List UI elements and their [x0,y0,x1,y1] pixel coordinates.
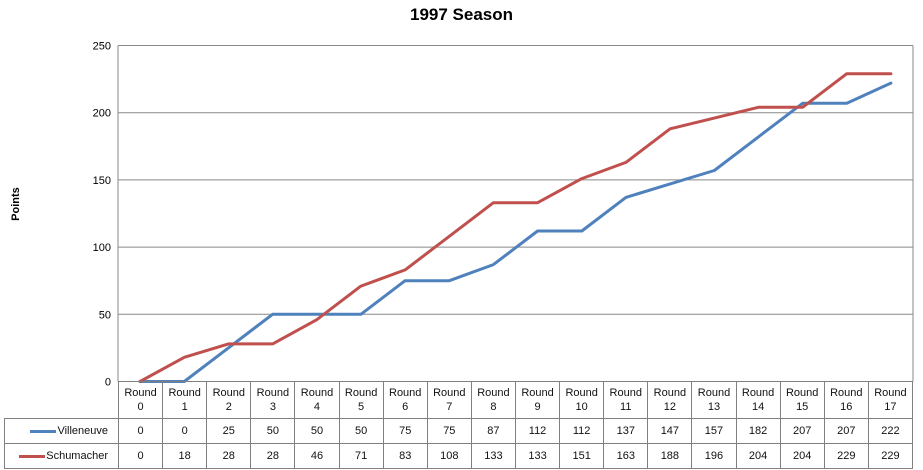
table-header-cell: Round 6 [382,381,428,419]
table-value-cell: 46 [294,443,340,469]
y-tick-label: 0 [105,377,111,389]
table-value-cell: 151 [559,443,605,469]
y-tick-label: 50 [99,309,111,321]
table-value-cell: 112 [559,418,605,444]
table-header-cell: Round 4 [294,381,340,419]
table-corner-blank [5,382,119,419]
legend-line-icon [30,429,57,433]
table-header-cell: Round 11 [603,381,649,419]
table-value-cell: 204 [735,443,781,469]
legend-line-icon [19,454,46,458]
table-value-cell: 0 [117,443,164,469]
table-header-cell: Round 10 [559,381,605,419]
table-value-cell: 50 [338,418,384,444]
table-value-cell: 75 [426,418,472,444]
table-value-cell: 108 [426,443,472,469]
legend-cell: Villeneuve [4,418,119,444]
table-header-cell: Round 17 [867,381,914,419]
table-value-cell: 229 [823,443,869,469]
legend-cell: Schumacher [4,443,119,469]
table-value-cell: 50 [294,418,340,444]
table-header-cell: Round 2 [206,381,252,419]
y-tick-label: 200 [93,108,111,120]
table-value-cell: 133 [470,443,516,469]
table-value-cell: 50 [250,418,296,444]
table-header-cell: Round 3 [250,381,296,419]
table-value-cell: 188 [647,443,693,469]
table-value-cell: 229 [867,443,914,469]
y-tick-label: 150 [93,175,111,187]
table-header-cell: Round 5 [338,381,384,419]
table-value-cell: 0 [117,418,164,444]
table-header-cell: Round 0 [117,381,164,419]
table-value-cell: 71 [338,443,384,469]
legend-label: Villeneuve [57,425,108,437]
table-value-cell: 83 [382,443,428,469]
table-value-cell: 182 [735,418,781,444]
series-line-villeneuve [138,81,893,383]
table-row-villeneuve: Villeneuve 0 0 25 50 50 50 75 75 87 112 112 137 147 15… [4,418,914,444]
table-value-cell: 196 [691,443,737,469]
table-value-cell: 25 [206,418,252,444]
table-value-cell: 137 [603,418,649,444]
table-header-cell: Round 1 [162,381,208,419]
table-header-cell: Round 9 [514,381,561,419]
table-value-cell: 204 [779,443,825,469]
table-value-cell: 163 [603,443,649,469]
data-table: Round 0 Round 1 Round 2 Round 3 Round 4 Round 5 Roun… [4,381,914,469]
table-value-cell: 207 [823,418,869,444]
table-header-cell: Round 12 [647,381,693,419]
series-line-schumacher [138,72,893,383]
table-value-cell: 112 [514,418,561,444]
table-value-cell: 133 [514,443,561,469]
table-value-cell: 207 [779,418,825,444]
table-row-schumacher: Schumacher 0 18 28 28 46 71 83 108 133 133 151 163 18… [4,443,914,469]
table-header-cell: Round 16 [823,381,869,419]
table-header-cell: Round 15 [779,381,825,419]
table-value-cell: 147 [647,418,693,444]
y-tick-label: 250 [93,41,111,53]
table-value-cell: 28 [250,443,296,469]
table-value-cell: 18 [162,443,208,469]
chart-title: 1997 Season [409,5,513,24]
table-header-cell: Round 13 [691,381,737,419]
y-tick-label: 100 [93,242,111,254]
table-value-cell: 87 [470,418,516,444]
table-value-cell: 28 [206,443,252,469]
table-header-cell: Round 7 [426,381,472,419]
table-value-cell: 75 [382,418,428,444]
table-header-cell: Round 14 [735,381,781,419]
legend-label: Schumacher [46,450,108,462]
table-value-cell: 222 [867,418,914,444]
table-header-cell: Round 8 [470,381,516,419]
table-value-cell: 0 [162,418,208,444]
table-value-cell: 157 [691,418,737,444]
